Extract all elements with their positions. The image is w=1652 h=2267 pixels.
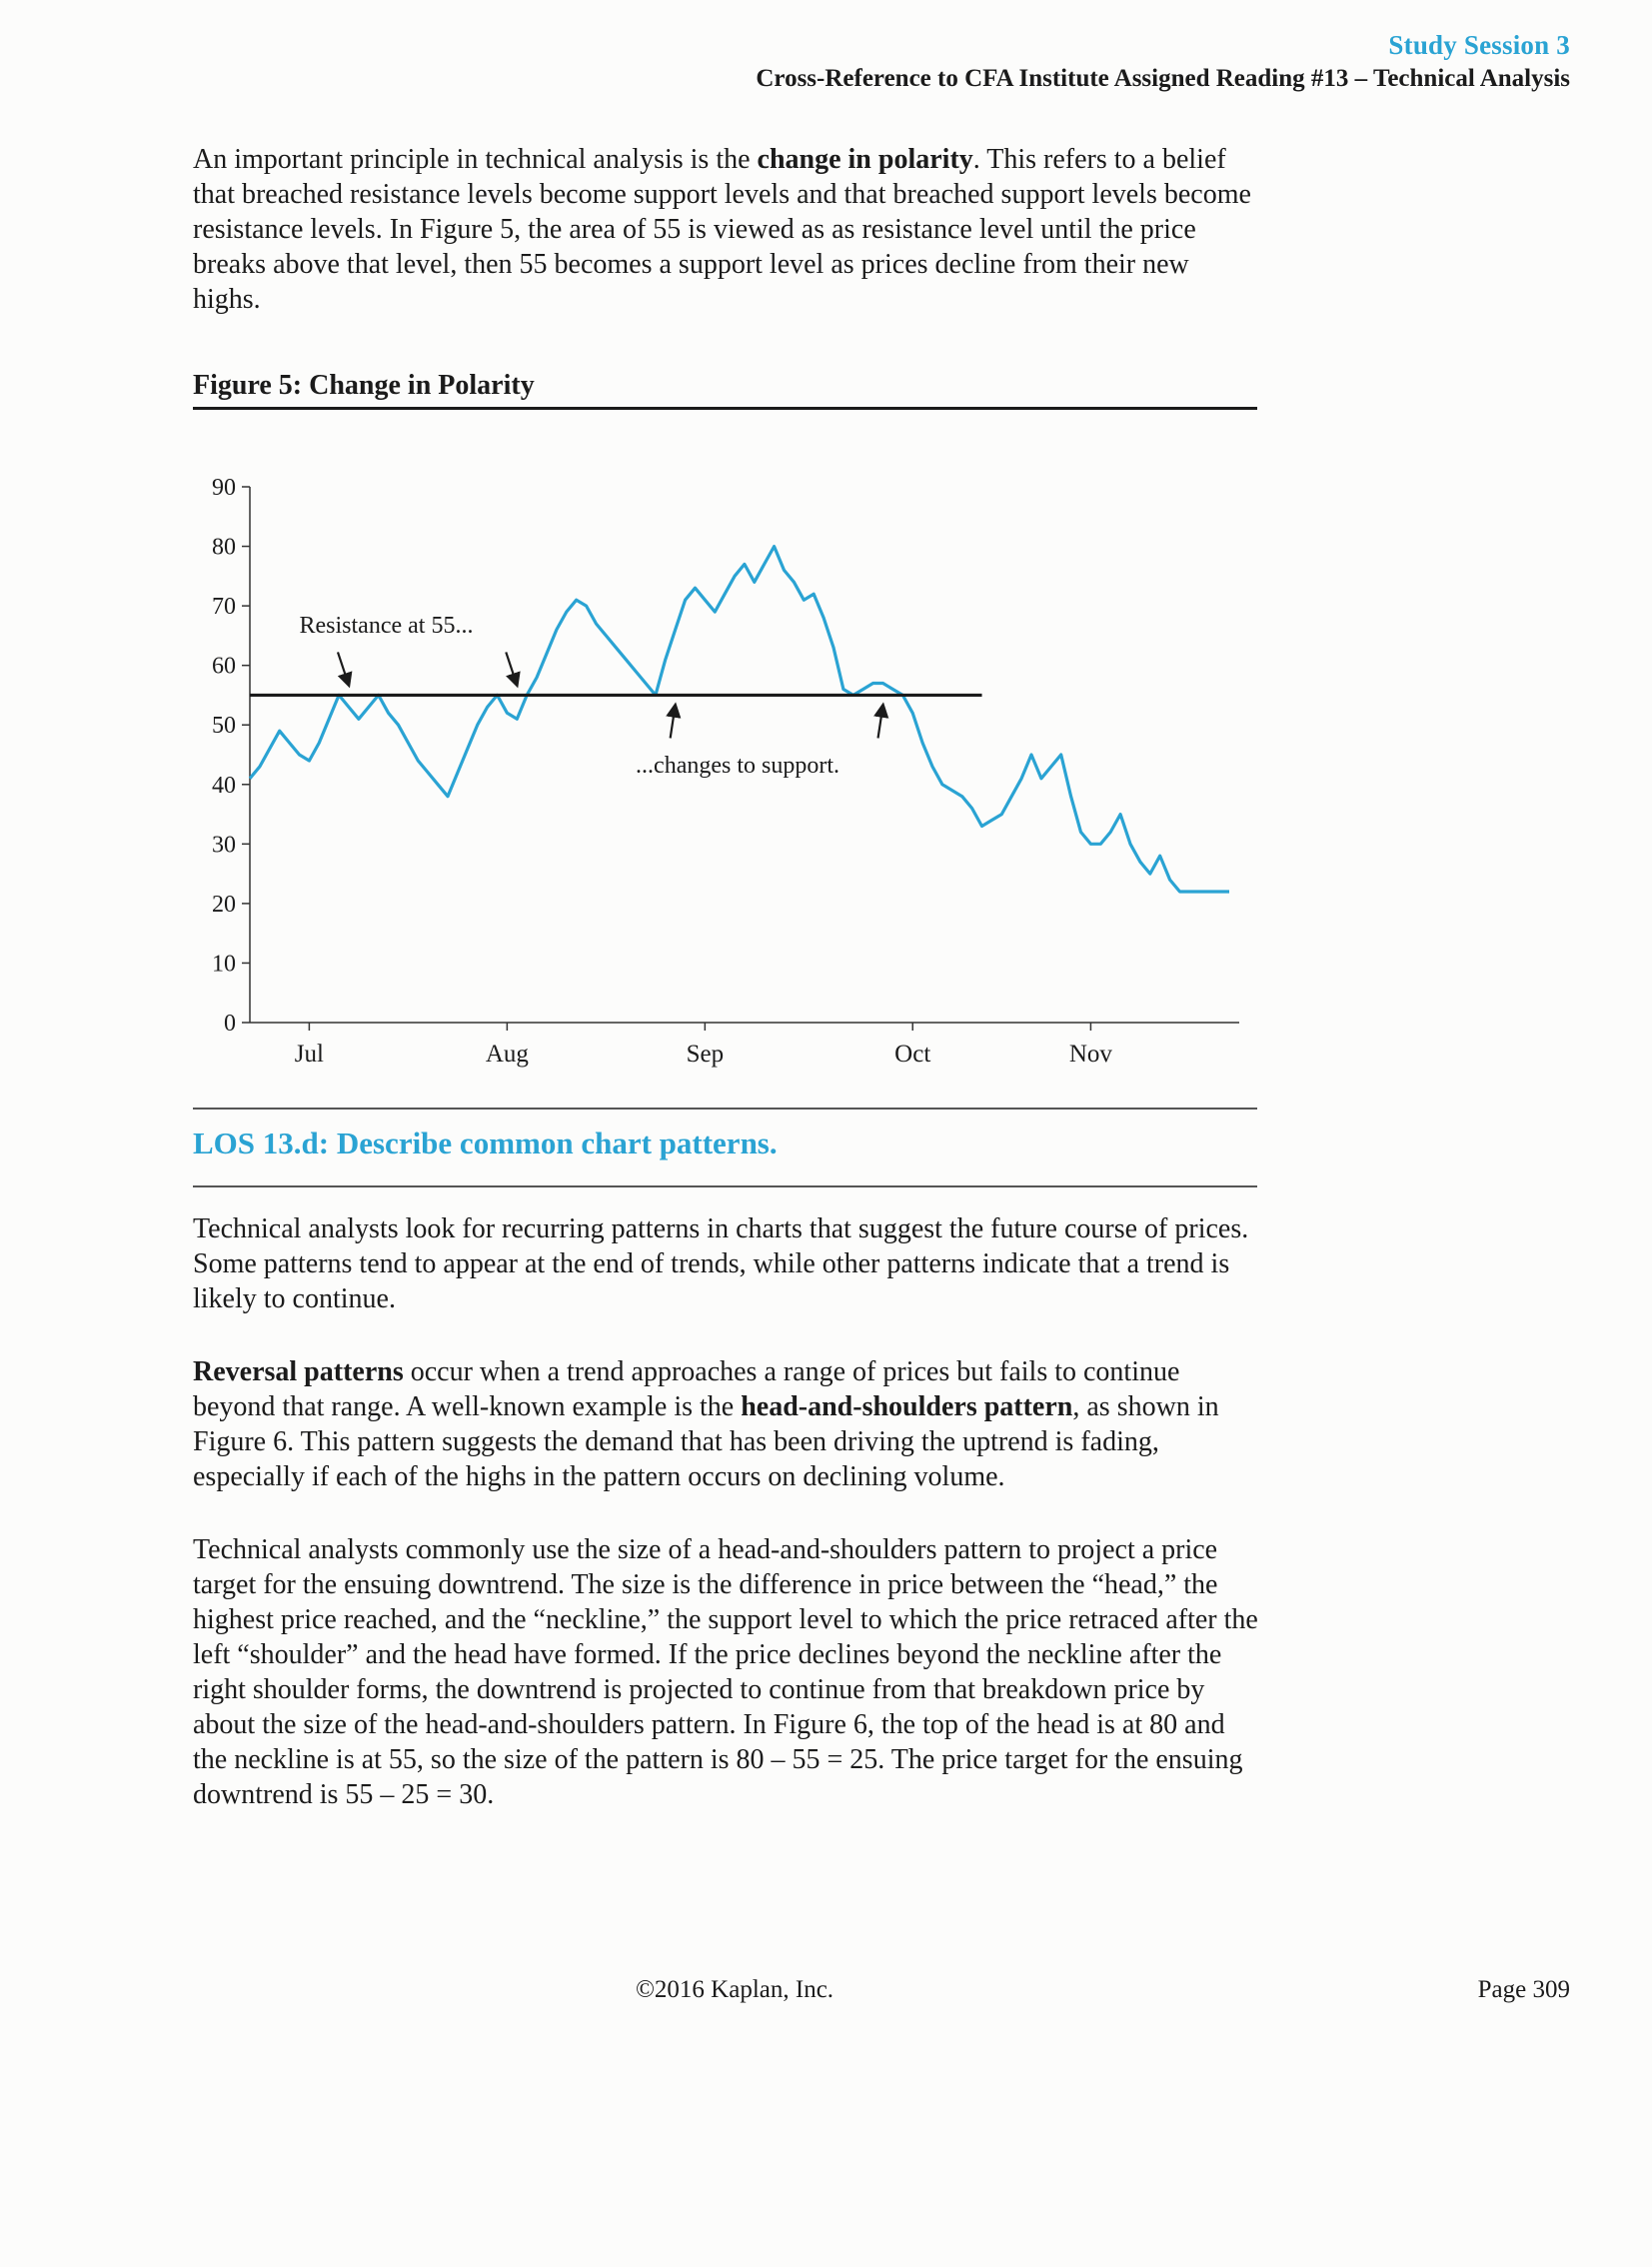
- body-paragraph-3: Technical analysts commonly use the size…: [193, 1534, 1258, 1810]
- support-annotation: ...changes to support.: [636, 753, 839, 779]
- los-bottom-rule: [193, 1185, 1257, 1187]
- los-title: LOS 13.d: Describe common chart patterns…: [193, 1126, 778, 1160]
- figure-bottom-rule: [193, 1108, 1257, 1110]
- resistance-annotation: Resistance at 55...: [299, 613, 473, 639]
- y-tick-label: 70: [212, 594, 236, 620]
- intro-bold-term: change in polarity: [757, 144, 973, 175]
- y-tick-label: 10: [212, 951, 236, 977]
- x-tick-label: Nov: [1069, 1041, 1113, 1068]
- y-tick-label: 30: [212, 832, 236, 858]
- intro-text-2: . This refers to a belief that breached …: [193, 144, 1251, 315]
- price-series-line: [248, 544, 1229, 894]
- p2-text-2: , as shown in Figure 6. This pattern sug…: [193, 1391, 1219, 1492]
- figure-title-rule: [193, 407, 1257, 410]
- y-tick-label: 40: [212, 773, 236, 799]
- x-tick-label: Oct: [894, 1041, 930, 1068]
- change-in-polarity-chart: 0 10 20 30 40 50 60 70 80 90 Jul Aug Sep Oct Nov Resist…: [212, 475, 1239, 1068]
- cross-reference-header: Cross-Reference to CFA Institute Assigne…: [756, 65, 1570, 92]
- y-tick-label: 50: [212, 713, 236, 739]
- y-tick-label: 90: [212, 475, 236, 501]
- resistance-arrow: [336, 652, 353, 689]
- y-tick-label: 80: [212, 535, 236, 561]
- y-tick-label: 20: [212, 892, 236, 918]
- x-tick-label: Sep: [687, 1041, 725, 1068]
- support-arrow: [666, 702, 682, 739]
- y-tick-label: 0: [224, 1011, 236, 1037]
- p2-text-1: occur when a trend approaches a range of…: [193, 1356, 1180, 1422]
- body-paragraph-2: Reversal patterns occur when a trend app…: [193, 1354, 1262, 1494]
- resistance-arrow: [505, 652, 521, 689]
- body-paragraph-1: Technical analysts look for recurring pa…: [193, 1213, 1249, 1314]
- support-arrow: [873, 702, 889, 739]
- figure-title: Figure 5: Change in Polarity: [193, 370, 535, 401]
- footer-copyright: ©2016 Kaplan, Inc.: [635, 1976, 834, 2003]
- intro-text-1: An important principle in technical anal…: [193, 144, 758, 175]
- y-tick-label: 60: [212, 654, 236, 680]
- intro-paragraph: An important principle in technical anal…: [193, 142, 1262, 317]
- page-number: Page 309: [1477, 1976, 1570, 2003]
- x-tick-label: Aug: [486, 1041, 530, 1068]
- study-session-label: Study Session 3: [1388, 30, 1570, 60]
- reversal-patterns-term: Reversal patterns: [193, 1356, 404, 1387]
- x-tick-label: Jul: [295, 1041, 324, 1068]
- head-shoulders-term: head-and-shoulders pattern: [741, 1391, 1073, 1422]
